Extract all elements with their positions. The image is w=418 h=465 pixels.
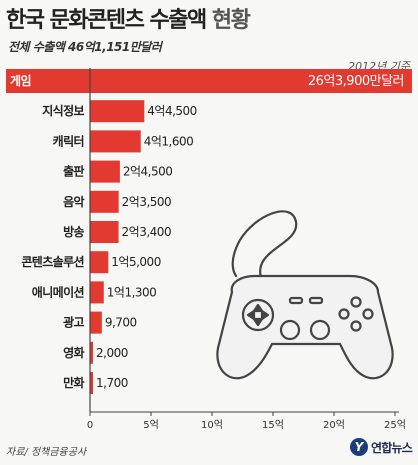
value-label-10: 1,700: [96, 376, 128, 390]
bar-4: [90, 190, 119, 213]
category-label-4: 음악: [63, 194, 84, 209]
x-tick-label-5: 25억: [384, 419, 406, 431]
value-label-6: 1억5,000: [111, 255, 161, 269]
category-label-8: 광고: [63, 315, 84, 330]
category-label-6: 콘텐츠솔루션: [21, 254, 84, 269]
category-label-7: 애니메이션: [32, 284, 85, 299]
highlight-band: [6, 69, 412, 93]
source-note: 자료/ 정책금융공사: [6, 447, 87, 458]
chart-title: 한국 문화콘텐츠 수출액 현황: [6, 2, 251, 34]
category-label-10: 만화: [63, 375, 84, 390]
bar-1: [90, 100, 145, 123]
bar-8: [90, 311, 102, 334]
game-controller-icon: [216, 210, 394, 380]
chart-title-sub: 현황: [211, 8, 251, 33]
bar-10: [90, 372, 93, 394]
value-label-4: 2억3,500: [122, 195, 172, 209]
bar-9: [90, 341, 93, 364]
value-label-2: 4억1,600: [144, 134, 194, 148]
bar-2: [90, 130, 141, 153]
logo-text: 연합뉴스: [371, 440, 413, 455]
category-label-3: 출판: [63, 164, 84, 179]
category-label-1: 지식정보: [42, 103, 84, 118]
category-label-0: 게임: [10, 74, 31, 88]
value-label-1: 4억4,500: [147, 104, 197, 118]
x-tick-label-0: 0: [87, 420, 93, 431]
category-label-2: 캐릭터: [53, 133, 84, 148]
x-tick-label-3: 15억: [262, 419, 284, 431]
x-tick-label-4: 20억: [323, 419, 345, 431]
x-tick-label-1: 5억: [143, 419, 159, 431]
logo-mark: Y: [350, 438, 369, 456]
bar-6: [90, 251, 109, 274]
bar-7: [90, 281, 104, 304]
value-label-7: 1억1,300: [107, 285, 157, 299]
category-label-9: 영화: [63, 345, 84, 360]
chart-title-main: 한국 문화콘텐츠 수출액: [6, 8, 207, 33]
value-label-8: 9,700: [105, 316, 137, 330]
chart-subtitle: 전체 수출액 46억1,151만달러: [8, 40, 162, 54]
value-label-5: 2억3,400: [122, 225, 172, 239]
value-label-0: 26억3,900만달러: [308, 74, 404, 89]
value-label-9: 2,000: [96, 346, 128, 360]
x-tick-label-2: 10억: [201, 419, 223, 431]
bar-5: [90, 221, 119, 243]
value-label-3: 2억4,500: [123, 165, 173, 179]
publisher-logo: Y 연합뉴스: [350, 438, 413, 456]
bar-3: [90, 160, 120, 183]
category-label-5: 방송: [63, 224, 84, 239]
